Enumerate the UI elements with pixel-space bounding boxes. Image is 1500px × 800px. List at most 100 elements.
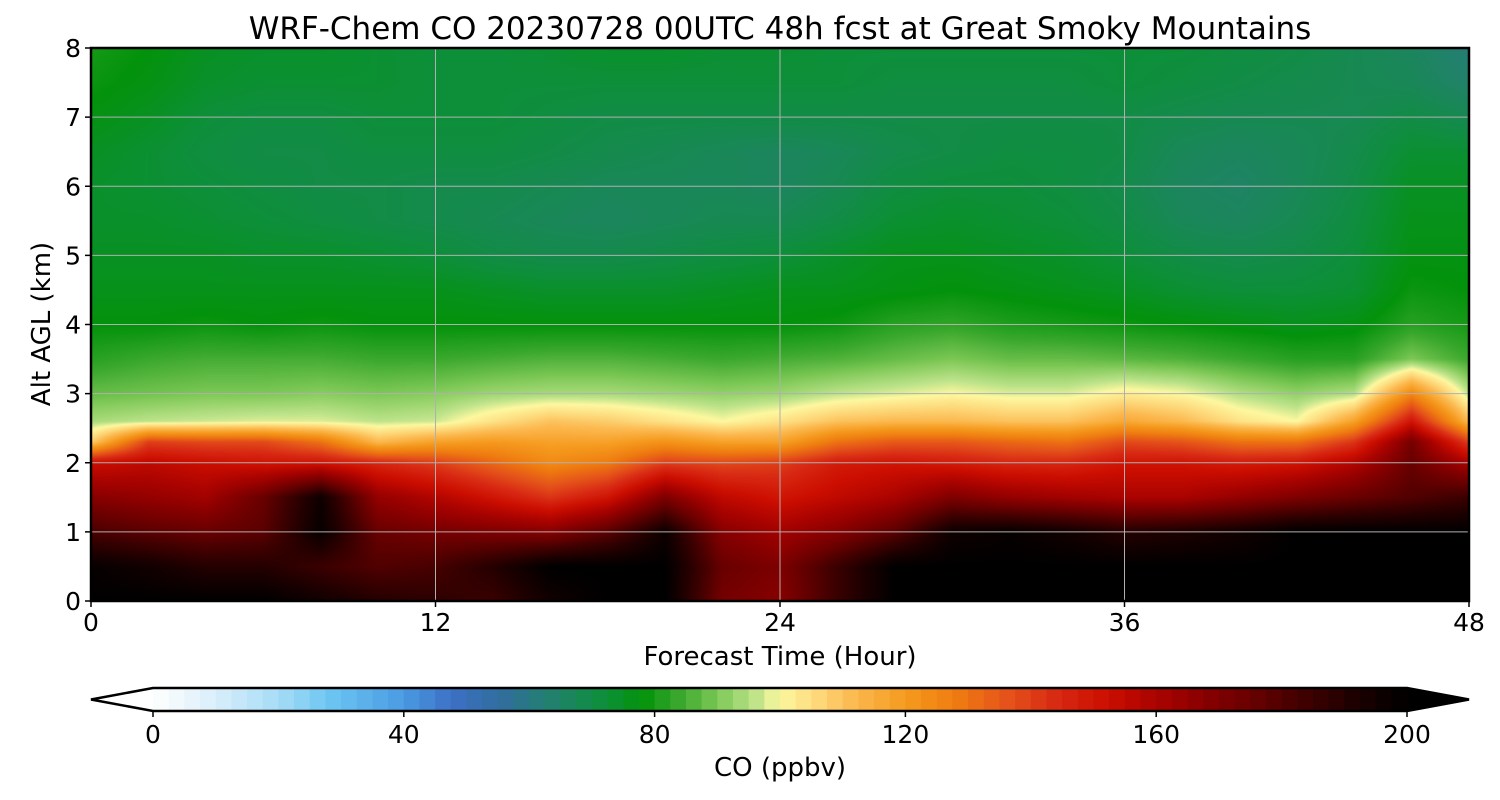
y-axis: 0 1 2 3 4 5 6 7 8 — [65, 34, 91, 616]
colorbar-band — [811, 688, 828, 711]
colorbar-band — [294, 688, 311, 711]
colorbar-band — [1281, 688, 1298, 711]
colorbar-label: CO (ppbv) — [714, 753, 846, 783]
colorbar-tick-label: 160 — [1132, 720, 1180, 749]
colorbar-band — [341, 688, 358, 711]
colorbar-band — [905, 688, 922, 711]
colorbar-band — [482, 688, 499, 711]
colorbar: 0 40 80 120 160 200 — [90, 686, 1470, 749]
colorbar-band — [153, 688, 170, 711]
colorbar-band — [497, 688, 515, 711]
colorbar-band — [999, 688, 1016, 711]
colorbar-band — [638, 688, 656, 711]
colorbar-band — [168, 688, 185, 711]
colorbar-band — [968, 688, 985, 711]
colorbar-band — [1093, 688, 1110, 711]
colorbar-band — [952, 688, 969, 711]
colorbar-band — [685, 688, 703, 711]
colorbar-band — [529, 688, 546, 711]
colorbar-band — [1109, 688, 1126, 711]
colorbar-band — [372, 688, 389, 711]
colorbar-band — [764, 688, 781, 711]
x-axis-label: Forecast Time (Hour) — [643, 642, 916, 672]
colorbar-band — [732, 688, 750, 711]
colorbar-band — [936, 688, 954, 711]
colorbar-band — [780, 688, 797, 711]
colorbar-band — [1265, 688, 1283, 711]
colorbar-band — [654, 688, 671, 711]
colorbar-band — [1250, 688, 1267, 711]
colorbar-band — [419, 688, 436, 711]
colorbar-band — [247, 688, 264, 711]
colorbar-band — [1124, 688, 1142, 711]
colorbar-band — [325, 688, 342, 711]
colorbar-band — [231, 688, 248, 711]
colorbar-tick-label: 120 — [882, 720, 930, 749]
colorbar-band — [827, 688, 844, 711]
colorbar-band — [874, 688, 891, 711]
colorbar-extend-high — [1407, 688, 1469, 711]
y-tick-label: 7 — [65, 103, 81, 132]
y-axis-label: Alt AGL (km) — [27, 242, 57, 406]
x-tick-label: 0 — [83, 608, 99, 637]
colorbar-band — [1077, 688, 1095, 711]
plot-area — [89, 46, 1471, 603]
colorbar-band — [591, 688, 609, 711]
colorbar-band — [842, 688, 859, 711]
y-tick-label: 1 — [65, 518, 81, 547]
colorbar-band — [356, 688, 374, 711]
colorbar-band — [576, 688, 593, 711]
y-tick-label: 3 — [65, 380, 81, 409]
colorbar-band — [607, 688, 624, 711]
colorbar-band — [1046, 688, 1063, 711]
x-tick-label: 12 — [420, 608, 452, 637]
colorbar-band — [795, 688, 812, 711]
x-axis: 0 12 24 36 48 — [83, 601, 1485, 637]
colorbar-band — [262, 688, 279, 711]
colorbar-band — [1140, 688, 1157, 711]
colorbar-band — [921, 688, 938, 711]
colorbar-tick-label: 0 — [145, 720, 161, 749]
colorbar-band — [513, 688, 530, 711]
colorbar-band — [1030, 688, 1048, 711]
colorbar-band — [309, 688, 327, 711]
colorbar-band — [717, 688, 734, 711]
colorbar-band — [670, 688, 687, 711]
chart-title: WRF-Chem CO 20230728 00UTC 48h fcst at G… — [249, 11, 1312, 47]
colorbar-band — [278, 688, 295, 711]
colorbar-band — [1344, 688, 1361, 711]
colorbar-band — [983, 688, 1001, 711]
colorbar-band — [1062, 688, 1079, 711]
y-tick-label: 4 — [65, 311, 81, 340]
colorbar-band — [1391, 688, 1408, 711]
colorbar-band — [403, 688, 421, 711]
colorbar-band — [1015, 688, 1032, 711]
colorbar-band — [388, 688, 405, 711]
x-tick-label: 36 — [1109, 608, 1141, 637]
colorbar-extend-low — [91, 688, 153, 711]
colorbar-band — [1359, 688, 1377, 711]
colorbar-band — [858, 688, 875, 711]
colorbar-band — [1375, 688, 1392, 711]
colorbar-band — [1328, 688, 1345, 711]
x-tick-label: 24 — [764, 608, 796, 637]
colorbar-band — [450, 688, 468, 711]
colorbar-band — [544, 688, 562, 711]
colorbar-band — [435, 688, 452, 711]
y-tick-label: 8 — [65, 34, 81, 63]
colorbar-band — [889, 688, 906, 711]
y-tick-label: 2 — [65, 449, 81, 478]
colorbar-band — [215, 688, 232, 711]
colorbar-tick-label: 80 — [639, 720, 671, 749]
colorbar-band — [560, 688, 577, 711]
colorbar-band — [1218, 688, 1236, 711]
colorbar-band — [200, 688, 217, 711]
colorbar-band — [1171, 688, 1189, 711]
colorbar-band — [748, 688, 765, 711]
colorbar-band — [1234, 688, 1251, 711]
y-tick-label: 6 — [65, 172, 81, 201]
colorbar-tick-label: 200 — [1383, 720, 1431, 749]
colorbar-band — [1312, 688, 1330, 711]
x-tick-label: 48 — [1453, 608, 1485, 637]
